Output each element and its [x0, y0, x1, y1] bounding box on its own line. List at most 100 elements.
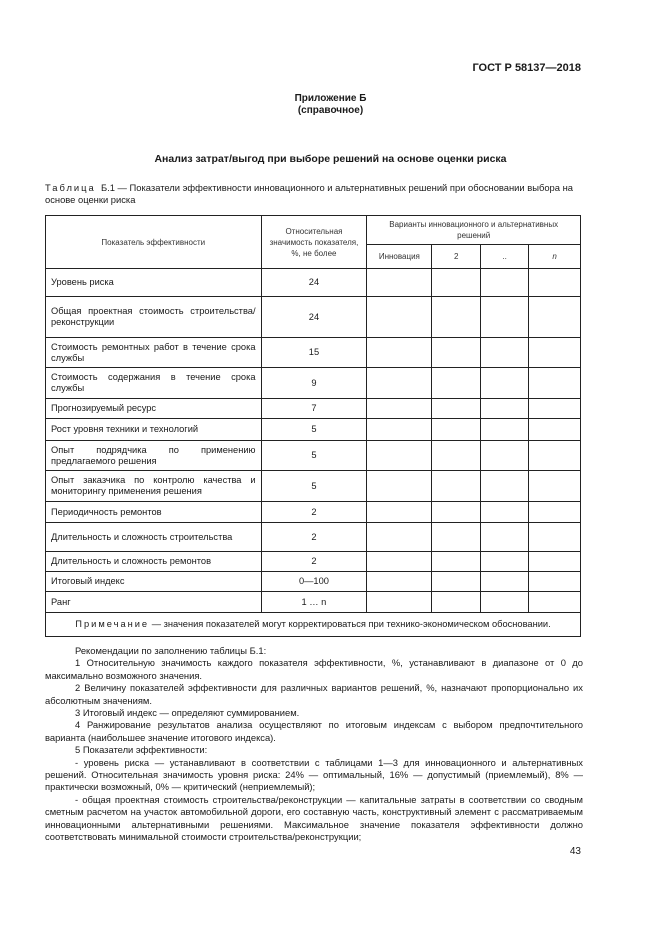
indicator-name: Стоимость содержания в течение срока слу… [45, 367, 262, 399]
recommendation-item: 5 Показатели эффективности: [75, 744, 208, 756]
variant-cell [528, 367, 581, 399]
header-indicator: Показатель эффективности [45, 215, 262, 269]
indicator-name: Уровень риска [45, 268, 262, 297]
indicator-name: Стоимость ремонтных работ в течение срок… [45, 337, 262, 368]
table-row: Общая проектная стоимость строительства/… [45, 296, 581, 338]
variant-cell [431, 337, 482, 368]
recommendation-item: 1 Относительную значимость каждого показ… [45, 657, 583, 681]
page-number: 43 [569, 846, 581, 857]
indicator-name: Опыт заказчика по контролю качества и мо… [45, 470, 262, 502]
recommendations: Рекомендации по заполнению таблицы Б.1: … [45, 645, 583, 844]
variant-cell [431, 551, 482, 572]
indicator-name: Рост уровня техники и технологий [45, 418, 262, 441]
significance-value: 5 [260, 470, 368, 502]
recommendation-item: - общая проектная стоимость строительств… [45, 793, 583, 843]
table-row: Опыт подрядчика по применению предлагаем… [45, 440, 581, 471]
variant-cell [431, 268, 482, 297]
indicator-name: Общая проектная стоимость строительства/… [45, 296, 262, 338]
variant-cell [480, 591, 530, 613]
variant-cell [528, 337, 581, 368]
variant-cell [528, 398, 581, 419]
significance-value: 0—100 [260, 571, 368, 592]
variant-cell [431, 522, 482, 552]
variant-cell [366, 268, 433, 297]
variant-cell [528, 522, 581, 552]
variant-cell [528, 296, 581, 338]
variant-cell [528, 470, 581, 502]
table-note: Примечание — значения показателей могут … [45, 612, 581, 637]
variant-cell [431, 398, 482, 419]
variant-cell [528, 268, 581, 297]
efficiency-table: Показатель эффективности Относительная з… [45, 215, 581, 637]
variant-cell [366, 501, 433, 523]
table-row: Стоимость ремонтных работ в течение срок… [45, 337, 581, 368]
variant-cell [480, 398, 530, 419]
significance-value: 15 [260, 337, 368, 368]
table-row: Ранг 1 … n [45, 591, 581, 613]
variant-cell [480, 470, 530, 502]
variant-cell [366, 571, 433, 592]
appendix-label: Приложение Б [294, 93, 367, 104]
significance-value: 1 … n [260, 591, 368, 613]
variant-cell [366, 337, 433, 368]
variant-cell [431, 418, 482, 441]
appendix-title: Приложение Б (справочное) [0, 93, 661, 117]
table-row: Итоговый индекс 0—100 [45, 571, 581, 592]
variant-cell [480, 522, 530, 552]
table-row: Периодичность ремонтов 2 [45, 501, 581, 523]
significance-value: 2 [260, 551, 368, 572]
significance-value: 5 [260, 440, 368, 471]
indicator-name: Прогнозируемый ресурс [45, 398, 262, 419]
variant-cell [480, 440, 530, 471]
variant-cell [366, 418, 433, 441]
variant-cell [431, 296, 482, 338]
variant-cell [366, 398, 433, 419]
variant-cell [480, 551, 530, 572]
variant-cell [480, 501, 530, 523]
standard-number: ГОСТ Р 58137—2018 [472, 62, 581, 74]
table-row: Опыт заказчика по контролю качества и мо… [45, 470, 581, 502]
table-row: Стоимость содержания в течение срока слу… [45, 367, 581, 399]
variant-cell [480, 367, 530, 399]
variant-cell [431, 571, 482, 592]
variant-cell [480, 296, 530, 338]
significance-value: 2 [260, 522, 368, 552]
appendix-subtitle: (справочное) [297, 105, 364, 116]
variant-cell [366, 440, 433, 471]
table-row: Уровень риска 24 [45, 268, 581, 297]
variant-cell [431, 470, 482, 502]
recommendation-item: 3 Итоговый индекс — определяют суммирова… [75, 707, 300, 719]
caption-text: Б.1 — Показатели эффективности инновацио… [45, 182, 573, 205]
variant-cell [366, 591, 433, 613]
variant-cell [528, 440, 581, 471]
variant-cell [528, 501, 581, 523]
variant-cell [366, 367, 433, 399]
header-significance: Относительная значимость показателя, %, … [260, 215, 368, 269]
indicator-name: Длительность и сложность ремонтов [45, 551, 262, 572]
variant-cell [528, 551, 581, 572]
header-variant-dots: .. [480, 244, 530, 269]
variant-cell [366, 296, 433, 338]
table-row: Прогнозируемый ресурс 7 [45, 398, 581, 419]
header-innovation: Инновация [366, 244, 433, 269]
significance-value: 7 [260, 398, 368, 419]
variant-cell [528, 591, 581, 613]
variant-cell [480, 268, 530, 297]
note-text: — значения показателей могут корректиров… [151, 619, 551, 629]
indicator-name: Периодичность ремонтов [45, 501, 262, 523]
caption-label: Таблица [45, 182, 96, 193]
table-row: Длительность и сложность ремонтов 2 [45, 551, 581, 572]
header-variant-n: n [528, 244, 581, 269]
indicator-name: Опыт подрядчика по применению предлагаем… [45, 440, 262, 471]
variant-cell [431, 440, 482, 471]
variant-cell [431, 501, 482, 523]
variant-cell [528, 418, 581, 441]
table-row: Рост уровня техники и технологий 5 [45, 418, 581, 441]
header-variant-2: 2 [431, 244, 482, 269]
significance-value: 9 [260, 367, 368, 399]
indicator-name: Ранг [45, 591, 262, 613]
variant-cell [431, 367, 482, 399]
variant-cell [366, 522, 433, 552]
recommendation-item: 2 Величину показателей эффективности для… [45, 682, 583, 706]
